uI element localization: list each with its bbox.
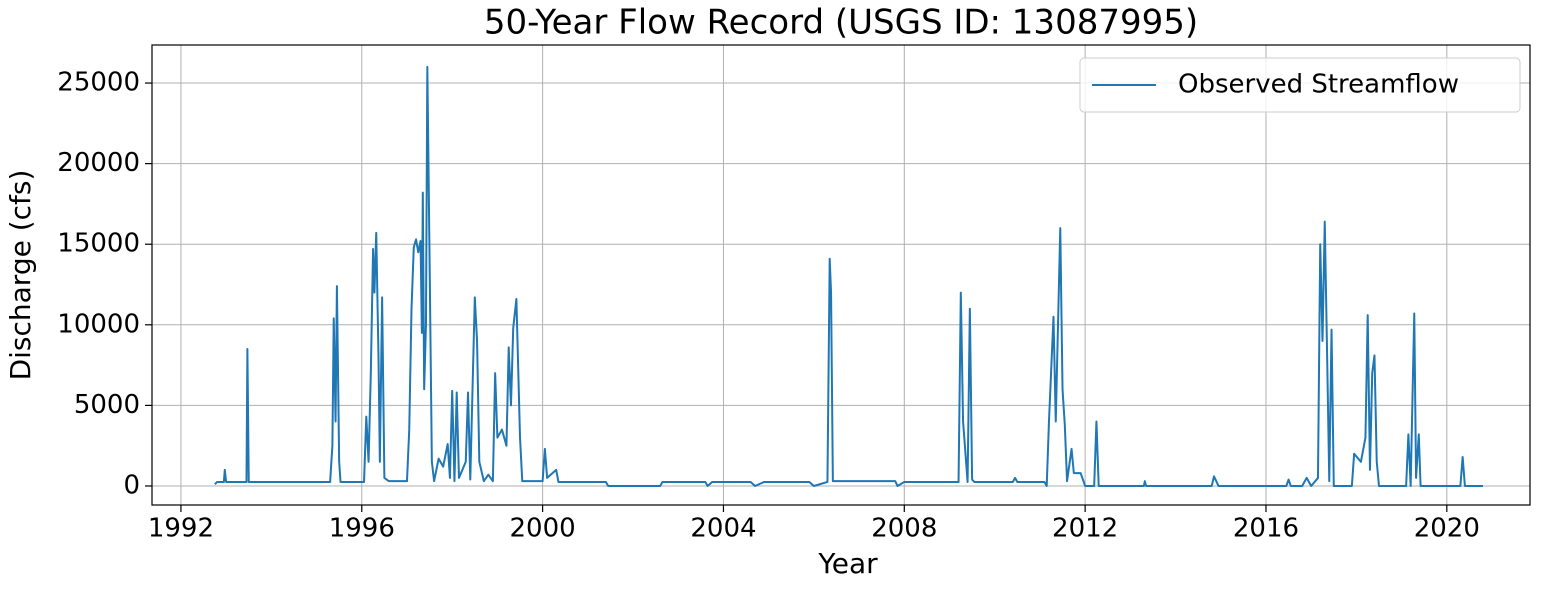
x-axis-label: Year xyxy=(817,547,878,580)
x-tick-label: 1996 xyxy=(329,514,395,544)
x-tick-label: 2008 xyxy=(871,514,937,544)
legend-box xyxy=(1079,57,1521,113)
y-tick-label: 10000 xyxy=(57,309,140,339)
x-tick-label: 2000 xyxy=(510,514,576,544)
x-tick-label: 2012 xyxy=(1052,514,1118,544)
x-tick-label: 2016 xyxy=(1233,514,1299,544)
y-tick-label: 0 xyxy=(123,470,140,500)
legend-label: Observed Streamflow xyxy=(1178,70,1459,100)
y-tick-label: 5000 xyxy=(74,390,140,420)
x-tick-label: 2004 xyxy=(690,514,756,544)
data-line xyxy=(214,65,1483,487)
x-tick-label: 2020 xyxy=(1414,514,1480,544)
plot-frame xyxy=(151,44,1531,506)
y-tick-label: 20000 xyxy=(57,148,140,178)
y-axis-label: Discharge (cfs) xyxy=(4,170,37,381)
y-tick-label: 25000 xyxy=(57,68,140,98)
y-tick-label: 15000 xyxy=(57,229,140,259)
chart-title: 50-Year Flow Record (USGS ID: 13087995) xyxy=(484,3,1198,43)
x-tick-label: 1992 xyxy=(148,514,214,544)
